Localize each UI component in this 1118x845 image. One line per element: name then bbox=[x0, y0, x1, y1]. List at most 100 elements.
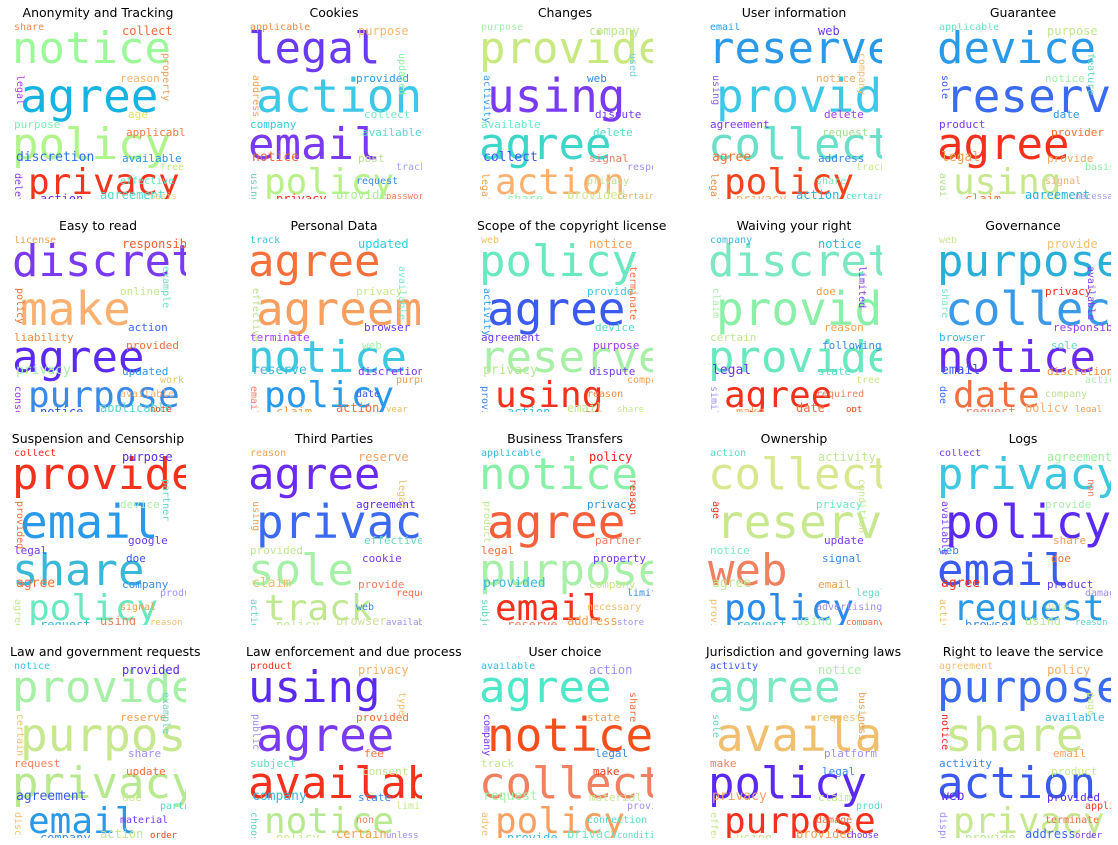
wordcloud-word: material bbox=[120, 815, 169, 826]
wordcloud-word: legal bbox=[14, 75, 25, 106]
wordcloud-word: policy bbox=[1047, 663, 1091, 677]
wordcloud-word: required bbox=[816, 389, 865, 400]
wordcloud-word: provide bbox=[479, 23, 653, 74]
wordcloud-word: address bbox=[818, 152, 865, 165]
wordcloud-panel: Waiving your right discretionprovideprovi… bbox=[706, 218, 882, 412]
wordcloud-word: certain bbox=[617, 192, 653, 200]
wordcloud-word: claim bbox=[252, 576, 292, 591]
wordcloud-word: email bbox=[248, 119, 381, 170]
wordcloud-word: state bbox=[818, 365, 852, 378]
wordcloud-word: policy bbox=[1025, 401, 1069, 412]
panel-title: Law and government requests bbox=[10, 644, 201, 659]
wordcloud-word: notice bbox=[1045, 72, 1085, 85]
wordcloud-word: action bbox=[256, 69, 422, 123]
wordcloud: reserveprovidecollectpolicyagree privacy a… bbox=[706, 23, 882, 199]
wordcloud: agreeprivacysoletrackclaim policy browser r… bbox=[246, 449, 422, 625]
wordcloud-word: action bbox=[40, 192, 84, 199]
wordcloud-word: company bbox=[252, 789, 307, 804]
wordcloud-word: web bbox=[939, 236, 958, 246]
wordcloud-word: share bbox=[627, 692, 638, 723]
wordcloud-word: provided bbox=[356, 711, 409, 724]
wordcloud-word: email bbox=[710, 23, 741, 33]
wordcloud-word: partner bbox=[595, 534, 642, 547]
wordcloud-word: legal bbox=[712, 363, 752, 378]
wordcloud-word: action bbox=[495, 162, 626, 200]
wordcloud-word: notice bbox=[487, 708, 653, 762]
wordcloud-word: agreement bbox=[710, 118, 770, 131]
panel-title: Governance bbox=[985, 218, 1061, 233]
wordcloud: policy agree reserve using privacy action emai… bbox=[477, 236, 653, 412]
wordcloud-word: request bbox=[40, 618, 91, 625]
wordcloud-word: policy bbox=[276, 831, 320, 838]
wordcloud-word: reason bbox=[250, 449, 287, 459]
wordcloud-word: dispute bbox=[595, 108, 642, 121]
wordcloud-word: privacy bbox=[12, 758, 186, 809]
wordcloud-word: using bbox=[1025, 614, 1062, 625]
wordcloud-word: effective bbox=[364, 534, 422, 547]
wordcloud-word: applicable bbox=[100, 401, 173, 412]
wordcloud-word: activity bbox=[818, 450, 876, 464]
wordcloud-word: activity bbox=[481, 288, 492, 337]
wordcloud-word: limited bbox=[627, 588, 653, 599]
wordcloud-panel: Law and government requests provide purpos… bbox=[10, 644, 201, 839]
wordcloud-word: claim bbox=[276, 405, 313, 412]
wordcloud-word: request bbox=[396, 588, 422, 599]
wordcloud-word: notice bbox=[264, 801, 395, 839]
wordcloud-word: purpose bbox=[358, 24, 409, 38]
wordcloud-word: reserve bbox=[507, 618, 558, 625]
wordcloud-word: web bbox=[356, 602, 375, 613]
wordcloud-word: applicable bbox=[481, 449, 542, 459]
wordcloud-word: agreement bbox=[16, 789, 87, 804]
wordcloud-word: doe bbox=[937, 386, 948, 405]
wordcloud: agreeagreementnoticepolicyreserve claim ac… bbox=[246, 236, 422, 412]
wordcloud-word: policy bbox=[264, 375, 395, 413]
wordcloud-word: partner bbox=[160, 479, 171, 522]
wordcloud-panel: Law enforcement and due process using agre… bbox=[246, 644, 462, 839]
wordcloud-word: privacy bbox=[712, 789, 767, 804]
wordcloud-word: reserve bbox=[120, 711, 167, 724]
wordcloud-word: limited bbox=[856, 266, 867, 309]
wordcloud-panel: User information reserveprovidecollectpol… bbox=[706, 5, 882, 199]
wordcloud-word: web bbox=[481, 236, 500, 246]
wordcloud-word: signal bbox=[1045, 176, 1082, 187]
wordcloud-word: age bbox=[128, 108, 148, 121]
wordcloud-word: share bbox=[945, 708, 1084, 762]
wordcloud-word: collect bbox=[708, 119, 882, 170]
wordcloud-word: non bbox=[356, 815, 375, 826]
wordcloud-word: certain bbox=[846, 192, 882, 200]
wordcloud-word: request bbox=[816, 711, 863, 724]
panel-title: Jurisdiction and governing laws bbox=[706, 644, 902, 659]
wordcloud-word: provided bbox=[708, 332, 882, 383]
wordcloud-word: legal bbox=[595, 747, 629, 760]
wordcloud-word: order bbox=[150, 831, 178, 839]
wordcloud-word: activity bbox=[939, 757, 992, 770]
wordcloud-word: delete bbox=[12, 173, 23, 199]
wordcloud-word: provided bbox=[356, 72, 409, 85]
wordcloud: purposecollectnoticedateemail request poli… bbox=[935, 236, 1111, 412]
wordcloud-word: privacy bbox=[953, 801, 1105, 839]
wordcloud-word: using bbox=[248, 662, 381, 713]
wordcloud-word: subject bbox=[250, 757, 297, 770]
panel-title: User choice bbox=[528, 644, 602, 659]
wordcloud-word: discretion bbox=[12, 236, 186, 287]
wordcloud-word: terminate bbox=[1045, 815, 1100, 826]
wordcloud-word: provided bbox=[122, 663, 180, 677]
wordcloud-word: request bbox=[953, 588, 1105, 626]
wordcloud-word: reserve bbox=[358, 450, 409, 464]
wordcloud-word: address bbox=[1025, 827, 1076, 838]
wordcloud-word: web bbox=[939, 544, 959, 557]
wordcloud-word: agreement bbox=[1047, 450, 1111, 464]
wordcloud-word: email bbox=[28, 801, 137, 839]
panel-title: Scope of the copyright license bbox=[477, 218, 667, 233]
wordcloud-word: share bbox=[14, 23, 45, 33]
wordcloud-word: signal bbox=[589, 152, 629, 165]
wordcloud-word: available bbox=[937, 173, 948, 199]
wordcloud-word: material bbox=[589, 791, 642, 804]
wordcloud-word: provided bbox=[14, 501, 25, 550]
wordcloud-word: company bbox=[40, 831, 91, 838]
wordcloud: notice agree policy privacy discretion action… bbox=[10, 23, 186, 199]
wordcloud-word: legal bbox=[396, 479, 407, 510]
panel-title: Suspension and Censorship bbox=[11, 431, 185, 446]
wordcloud-word: dispute bbox=[937, 812, 948, 838]
wordcloud-word: provide bbox=[965, 831, 1016, 838]
